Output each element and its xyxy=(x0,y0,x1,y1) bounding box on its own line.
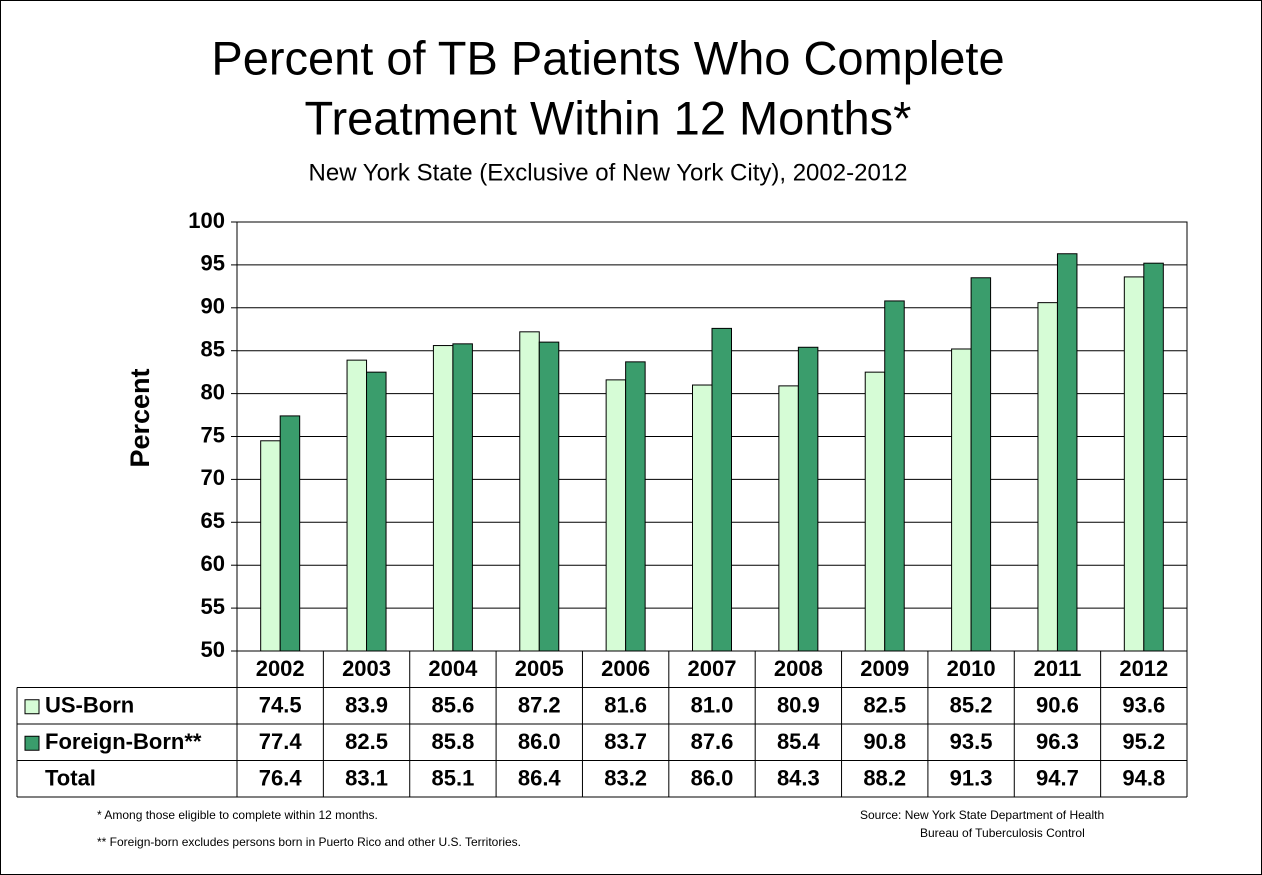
bar xyxy=(864,371,886,652)
y-tick-label: 85 xyxy=(201,337,225,362)
x-tick-label: 2004 xyxy=(428,656,478,681)
table-value: 84.3 xyxy=(777,766,820,791)
bar xyxy=(951,348,972,652)
y-tick-label: 75 xyxy=(201,422,225,447)
bar xyxy=(279,415,301,652)
x-tick-label: 2012 xyxy=(1119,656,1168,681)
bar xyxy=(625,361,646,652)
table-value: 91.3 xyxy=(950,766,993,791)
x-tick-label: 2007 xyxy=(688,656,737,681)
table-value: 93.6 xyxy=(1122,693,1165,718)
table-value: 95.2 xyxy=(1122,729,1165,754)
legend-swatch xyxy=(24,735,40,751)
table-value: 77.4 xyxy=(259,729,303,754)
bar xyxy=(260,440,281,652)
bar xyxy=(1123,276,1145,652)
y-axis-label: Percent xyxy=(125,368,155,467)
row-label: Total xyxy=(45,766,96,791)
table-value: 81.0 xyxy=(691,693,734,718)
table-value: 85.8 xyxy=(431,729,474,754)
y-tick-label: 55 xyxy=(201,594,225,619)
y-tick-label: 80 xyxy=(201,379,225,404)
bar xyxy=(711,327,732,652)
table-value: 87.6 xyxy=(691,729,734,754)
legend-label: US-Born xyxy=(45,693,134,718)
y-tick-label: 70 xyxy=(201,465,225,490)
legend-label: Foreign-Born** xyxy=(45,729,202,754)
table-value: 87.2 xyxy=(518,693,561,718)
x-tick-label: 2011 xyxy=(1034,656,1082,681)
table-value: 82.5 xyxy=(863,693,906,718)
x-tick-label: 2005 xyxy=(515,656,564,681)
table-value: 74.5 xyxy=(259,693,302,718)
table-value: 86.0 xyxy=(691,766,734,791)
table-value: 85.2 xyxy=(950,693,993,718)
source: Bureau of Tuberculosis Control xyxy=(920,826,1085,840)
bar xyxy=(797,346,819,652)
table-value: 96.3 xyxy=(1036,729,1079,754)
table-value: 86.0 xyxy=(518,729,561,754)
y-tick-label: 95 xyxy=(201,251,225,276)
table-value: 85.6 xyxy=(431,693,474,718)
x-tick-label: 2010 xyxy=(947,656,996,681)
bar xyxy=(1056,253,1078,652)
bar xyxy=(884,300,905,652)
table-value: 85.4 xyxy=(777,729,821,754)
bar xyxy=(519,331,540,652)
table-value: 76.4 xyxy=(259,766,303,791)
footnote: * Among those eligible to complete withi… xyxy=(97,808,378,822)
bar xyxy=(970,277,992,652)
y-tick-label: 65 xyxy=(201,508,225,533)
x-tick-label: 2002 xyxy=(256,656,305,681)
bar xyxy=(346,359,368,652)
y-tick-label: 50 xyxy=(201,637,225,662)
y-tick-label: 90 xyxy=(201,294,225,319)
chart-title: Percent of TB Patients Who Complete xyxy=(211,31,1004,84)
chart-subtitle: New York State (Exclusive of New York Ci… xyxy=(309,159,908,186)
y-tick-label: 100 xyxy=(188,208,225,233)
table-value: 93.5 xyxy=(950,729,993,754)
bar xyxy=(1143,262,1164,652)
chart-title: Treatment Within 12 Months* xyxy=(305,91,912,144)
table-value: 85.1 xyxy=(431,766,474,791)
table-value: 94.8 xyxy=(1122,766,1165,791)
bar xyxy=(778,385,799,652)
y-tick-label: 60 xyxy=(201,551,225,576)
table-value: 83.2 xyxy=(604,766,647,791)
x-tick-label: 2008 xyxy=(774,656,823,681)
bar xyxy=(605,379,627,652)
table-value: 83.1 xyxy=(345,766,388,791)
table-value: 88.2 xyxy=(863,766,906,791)
table-value: 81.6 xyxy=(604,693,647,718)
bar xyxy=(432,345,454,652)
source: Source: New York State Department of Hea… xyxy=(860,808,1104,822)
bar xyxy=(366,371,387,652)
table-value: 83.9 xyxy=(345,693,388,718)
bar xyxy=(1037,302,1058,652)
table-value: 94.7 xyxy=(1036,766,1079,791)
table-value: 83.7 xyxy=(604,729,647,754)
table-value: 82.5 xyxy=(345,729,388,754)
bar xyxy=(538,341,560,652)
table-value: 86.4 xyxy=(518,766,562,791)
bar xyxy=(692,384,713,652)
footnote: ** Foreign-born excludes persons born in… xyxy=(97,835,521,849)
bar xyxy=(452,343,473,652)
legend-swatch xyxy=(24,699,40,715)
x-tick-label: 2006 xyxy=(601,656,650,681)
table-value: 80.9 xyxy=(777,693,820,718)
x-tick-label: 2003 xyxy=(342,656,391,681)
x-tick-label: 2009 xyxy=(860,656,909,681)
table-value: 90.6 xyxy=(1036,693,1079,718)
table-value: 90.8 xyxy=(863,729,906,754)
